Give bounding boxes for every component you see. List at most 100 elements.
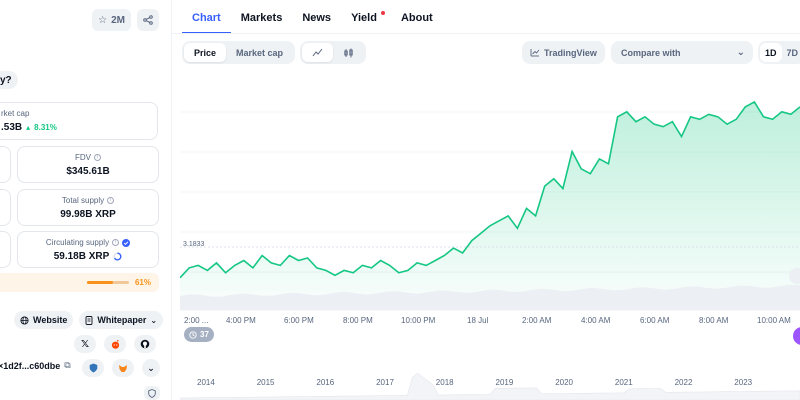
x-social-link[interactable]: 𝕏 <box>74 335 96 353</box>
watchlist-star-button[interactable]: ☆ 2M <box>92 9 131 31</box>
x-axis-time-label: 18 Jul <box>467 316 489 325</box>
line-chart-icon <box>312 48 323 57</box>
circulating-supply-value: 59.18B XRP <box>53 251 110 262</box>
contract-address: ×1d2f...c60dbe <box>0 360 61 371</box>
candlestick-toggle[interactable] <box>333 43 364 62</box>
info-icon[interactable]: i <box>107 197 115 204</box>
x-axis-time-label: 2:00 AM <box>522 316 552 325</box>
shield-check-icon <box>148 388 156 398</box>
x-axis-year-label: 2023 <box>734 378 753 387</box>
market-cap-change: 8.31% <box>34 123 57 132</box>
info-icon[interactable]: i <box>112 239 120 246</box>
tab-about[interactable]: About <box>400 12 433 24</box>
x-axis-time-label: 8:00 PM <box>343 316 373 325</box>
range-1d[interactable]: 1D <box>760 43 782 62</box>
market-cap-label: rket cap <box>1 109 30 118</box>
x-axis-year-label: 2021 <box>614 378 633 387</box>
price-series-line <box>179 100 800 279</box>
price-toggle[interactable]: Price <box>184 43 227 62</box>
x-axis-year-label: 2019 <box>495 378 514 387</box>
x-axis-time-label: 6:00 PM <box>284 316 314 325</box>
watchlist-count: 2M <box>111 14 125 26</box>
chevron-down-icon: ⌄ <box>150 315 158 325</box>
card-clip-3 <box>0 231 11 268</box>
trading-chart-icon <box>530 49 540 57</box>
x-icon: 𝕏 <box>80 338 90 350</box>
shield-icon <box>89 363 97 373</box>
tabs-divider <box>172 33 800 34</box>
tab-news[interactable]: News <box>302 12 332 24</box>
whitepaper-label: Whitepaper <box>97 315 147 325</box>
circulating-supply-card: Circulating supply i 59.18B XRP <box>17 231 159 268</box>
events-badge[interactable]: 37 <box>184 327 214 342</box>
events-count: 37 <box>200 330 209 339</box>
progress-percent: 61% <box>134 278 151 287</box>
chevron-down-icon: ⌄ <box>736 47 745 58</box>
shield-wallet-button[interactable] <box>82 359 104 377</box>
range-7d[interactable]: 7D <box>786 47 799 58</box>
tradingview-label: TradingView <box>544 47 597 58</box>
website-link[interactable]: Website <box>14 311 74 329</box>
price-chart[interactable]: 3.1833 2:00 ... 4:00 PM 6:00 PM 8:00 PM 10:0… <box>179 74 800 400</box>
fdv-card: FDV i $345.61B <box>17 146 159 183</box>
github-social-link[interactable] <box>134 335 156 353</box>
card-clip-1 <box>0 146 11 183</box>
total-supply-label: Total supply <box>61 196 105 205</box>
share-icon <box>143 15 153 25</box>
copy-icon[interactable]: ⧉ <box>64 360 71 370</box>
market-cap-value: .53B <box>1 122 23 133</box>
share-button[interactable] <box>137 9 159 31</box>
zoom-handle[interactable] <box>789 268 800 284</box>
chart-type-toggle <box>300 41 366 64</box>
fdv-value: $345.61B <box>66 166 110 177</box>
ask-ai-chip[interactable]: y? <box>0 71 18 89</box>
tab-yield[interactable]: Yield <box>341 0 391 34</box>
total-supply-card: Total supply i 99.98B XRP <box>17 189 159 226</box>
progress-bar <box>86 281 129 284</box>
github-icon <box>140 339 150 349</box>
chevron-down-icon: ⌄ <box>147 362 155 373</box>
globe-icon <box>20 315 29 325</box>
x-axis-time-label: 10:00 AM <box>757 316 791 325</box>
candlestick-icon <box>344 48 353 57</box>
fdv-label: FDV <box>75 153 91 162</box>
chart-panel: Chart Markets News Yield About Price Mar… <box>172 0 800 400</box>
security-audit-button[interactable] <box>144 386 160 400</box>
circulating-progress: 61% <box>0 273 159 292</box>
x-axis-time-label: 6:00 AM <box>640 316 670 325</box>
whitepaper-dropdown[interactable]: Whitepaper ⌄ <box>79 311 164 329</box>
price-area-fill <box>180 101 800 311</box>
x-axis-year-label: 2016 <box>316 378 335 387</box>
coin-stats-panel: ☆ 2M y? rket cap .53B ▴ 8.31% <box>0 0 172 400</box>
x-axis-year-label: 2014 <box>197 378 215 387</box>
metamask-button[interactable] <box>112 359 134 377</box>
info-icon[interactable]: i <box>94 154 101 161</box>
star-icon: ☆ <box>98 14 108 26</box>
compare-with-select[interactable]: Compare with ⌄ <box>611 41 753 64</box>
tab-markets[interactable]: Markets <box>240 12 283 24</box>
scroll-handle-purple[interactable] <box>793 327 800 345</box>
reddit-icon <box>111 339 119 349</box>
more-wallets-button[interactable]: ⌄ <box>142 359 160 377</box>
verified-icon <box>122 238 131 247</box>
tab-chart[interactable]: Chart <box>182 0 231 34</box>
reddit-social-link[interactable] <box>104 335 126 353</box>
line-chart-toggle[interactable] <box>302 43 333 62</box>
up-arrow-icon: ▴ <box>26 123 31 132</box>
current-price-label: 3.1833 <box>183 241 205 248</box>
market-cap-toggle[interactable]: Market cap <box>236 47 284 58</box>
x-axis-time-label: 2:00 ... <box>184 316 209 325</box>
market-cap-card: rket cap .53B ▴ 8.31% <box>0 102 158 140</box>
tab-yield-label: Yield <box>351 12 377 24</box>
compare-with-label: Compare with <box>621 47 681 58</box>
x-axis-time-label: 4:00 AM <box>581 316 611 325</box>
time-range-toggle: 1D 7D <box>758 41 800 64</box>
price-marketcap-toggle: Price Market cap <box>182 41 296 64</box>
x-axis-year-label: 2020 <box>555 378 573 387</box>
volume-area <box>180 284 800 310</box>
circulating-supply-label: Circulating supply <box>45 238 110 247</box>
tradingview-button[interactable]: TradingView <box>522 41 605 64</box>
x-axis-year-label: 2018 <box>435 378 454 387</box>
supply-progress-ring-icon <box>113 252 122 261</box>
